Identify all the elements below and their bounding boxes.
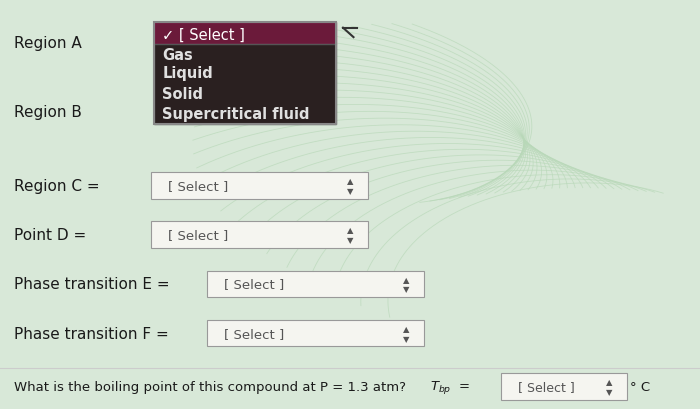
Text: ▼: ▼ <box>346 236 353 245</box>
FancyBboxPatch shape <box>150 173 368 199</box>
FancyBboxPatch shape <box>154 22 336 45</box>
Text: [ Select ]: [ Select ] <box>168 229 228 242</box>
FancyBboxPatch shape <box>206 320 424 347</box>
Text: ▼: ▼ <box>606 387 612 396</box>
Text: ▲: ▲ <box>606 377 612 386</box>
Text: Supercritical fluid: Supercritical fluid <box>162 107 310 122</box>
Text: ▲: ▲ <box>402 275 409 284</box>
Text: Solid: Solid <box>162 87 204 101</box>
Text: [ Select ]: [ Select ] <box>224 278 284 291</box>
Text: Region C =: Region C = <box>14 179 99 193</box>
Bar <box>154 22 336 125</box>
Text: Phase transition E =: Phase transition E = <box>14 277 169 292</box>
Text: $T_{bp}$  =: $T_{bp}$ = <box>430 378 471 395</box>
Text: ▼: ▼ <box>346 187 353 196</box>
Text: Gas: Gas <box>162 48 193 63</box>
FancyBboxPatch shape <box>500 373 626 400</box>
Text: ▼: ▼ <box>402 285 409 294</box>
Text: ▲: ▲ <box>346 226 353 235</box>
Text: Region B: Region B <box>14 105 82 120</box>
Text: What is the boiling point of this compound at P = 1.3 atm?: What is the boiling point of this compou… <box>14 380 406 393</box>
Text: [ Select ]: [ Select ] <box>224 327 284 340</box>
Text: [ Select ]: [ Select ] <box>168 180 228 193</box>
Text: ▲: ▲ <box>346 177 353 186</box>
FancyBboxPatch shape <box>154 45 336 125</box>
Text: ✓ [ Select ]: ✓ [ Select ] <box>162 27 245 42</box>
Text: ° C: ° C <box>630 380 650 393</box>
Text: Phase transition F =: Phase transition F = <box>14 326 169 341</box>
Text: [ Select ]: [ Select ] <box>518 380 575 393</box>
FancyBboxPatch shape <box>150 222 368 249</box>
Text: Liquid: Liquid <box>162 66 213 81</box>
Text: Region A: Region A <box>14 36 82 50</box>
Text: Point D =: Point D = <box>14 228 86 243</box>
FancyBboxPatch shape <box>206 271 424 298</box>
Text: ▲: ▲ <box>402 324 409 333</box>
Text: ▼: ▼ <box>402 334 409 343</box>
